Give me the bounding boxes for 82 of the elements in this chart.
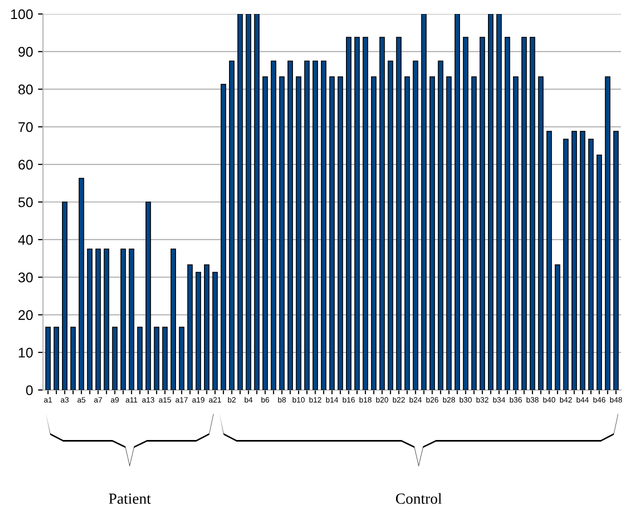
- y-tick-label: 100: [11, 9, 33, 20]
- y-tick-label: 60: [18, 160, 33, 170]
- bar: [454, 14, 460, 390]
- bar: [320, 60, 326, 390]
- bar: [379, 36, 385, 390]
- bar: [530, 36, 536, 390]
- bar: [504, 36, 510, 390]
- bar: [588, 138, 594, 390]
- bar: [554, 264, 560, 390]
- bar: [262, 76, 268, 390]
- text: Control: [396, 493, 442, 504]
- bar: [146, 202, 151, 390]
- bar: [513, 76, 518, 390]
- y-tick-label: 40: [18, 234, 33, 245]
- text: Patient: [108, 494, 151, 504]
- bar: [412, 60, 418, 390]
- bar: [204, 264, 210, 390]
- bar: [346, 36, 352, 390]
- y-tick-label: 0: [26, 385, 33, 396]
- bar: [196, 272, 202, 390]
- bar: [496, 14, 502, 390]
- bar: [54, 326, 60, 390]
- bar: [521, 36, 527, 390]
- bar: [546, 130, 552, 390]
- bar: [170, 248, 176, 390]
- bar: [438, 60, 444, 390]
- y-tick-label: 90: [18, 46, 33, 57]
- bar: [45, 326, 51, 390]
- bar: [246, 14, 252, 390]
- bar: [580, 130, 586, 390]
- bar: [87, 248, 92, 390]
- bar: [471, 76, 477, 390]
- y-tick-label: 30: [18, 272, 33, 282]
- bar: [362, 36, 368, 390]
- bar: [488, 14, 494, 390]
- y-tick-label: 80: [18, 84, 33, 94]
- bar: [354, 36, 360, 390]
- bar: [304, 60, 310, 390]
- bar: [154, 326, 160, 390]
- y-tick-label: 10: [18, 348, 33, 358]
- bar: [229, 60, 234, 390]
- bar: [604, 76, 610, 390]
- bar: [62, 202, 68, 390]
- y-tick-label: 50: [18, 197, 33, 208]
- bar: [212, 272, 218, 390]
- bar: [254, 14, 260, 390]
- bar: [279, 76, 285, 390]
- bar: [462, 36, 468, 390]
- bar: [70, 326, 76, 390]
- bar: [220, 84, 226, 390]
- bar: [421, 14, 427, 390]
- bar: [112, 326, 118, 390]
- bar: [78, 178, 84, 390]
- bar: [312, 60, 318, 390]
- bar: [430, 76, 435, 390]
- bar: [329, 76, 335, 390]
- bar: [296, 76, 302, 390]
- bar: [104, 248, 110, 390]
- bar: [187, 264, 193, 390]
- bar: [446, 76, 452, 390]
- bar: [178, 326, 184, 390]
- y-tick-label: 70: [18, 122, 33, 132]
- bar: [288, 60, 293, 390]
- bar: [162, 326, 168, 390]
- bar: [596, 154, 602, 390]
- bar: [338, 76, 344, 390]
- bar: [270, 60, 276, 390]
- bar: [404, 76, 410, 390]
- bar: [538, 76, 544, 390]
- bar: [95, 248, 101, 390]
- bar: [396, 36, 402, 390]
- bar: [613, 130, 619, 390]
- y-tick-label: 20: [18, 310, 33, 320]
- bar: [128, 248, 134, 390]
- bar: [572, 130, 577, 390]
- bar: [137, 326, 143, 390]
- bar: [237, 14, 243, 390]
- bar: [388, 60, 394, 390]
- bar: [563, 138, 569, 390]
- bar: [120, 248, 126, 390]
- bar: [480, 36, 486, 390]
- bar: [371, 76, 376, 390]
